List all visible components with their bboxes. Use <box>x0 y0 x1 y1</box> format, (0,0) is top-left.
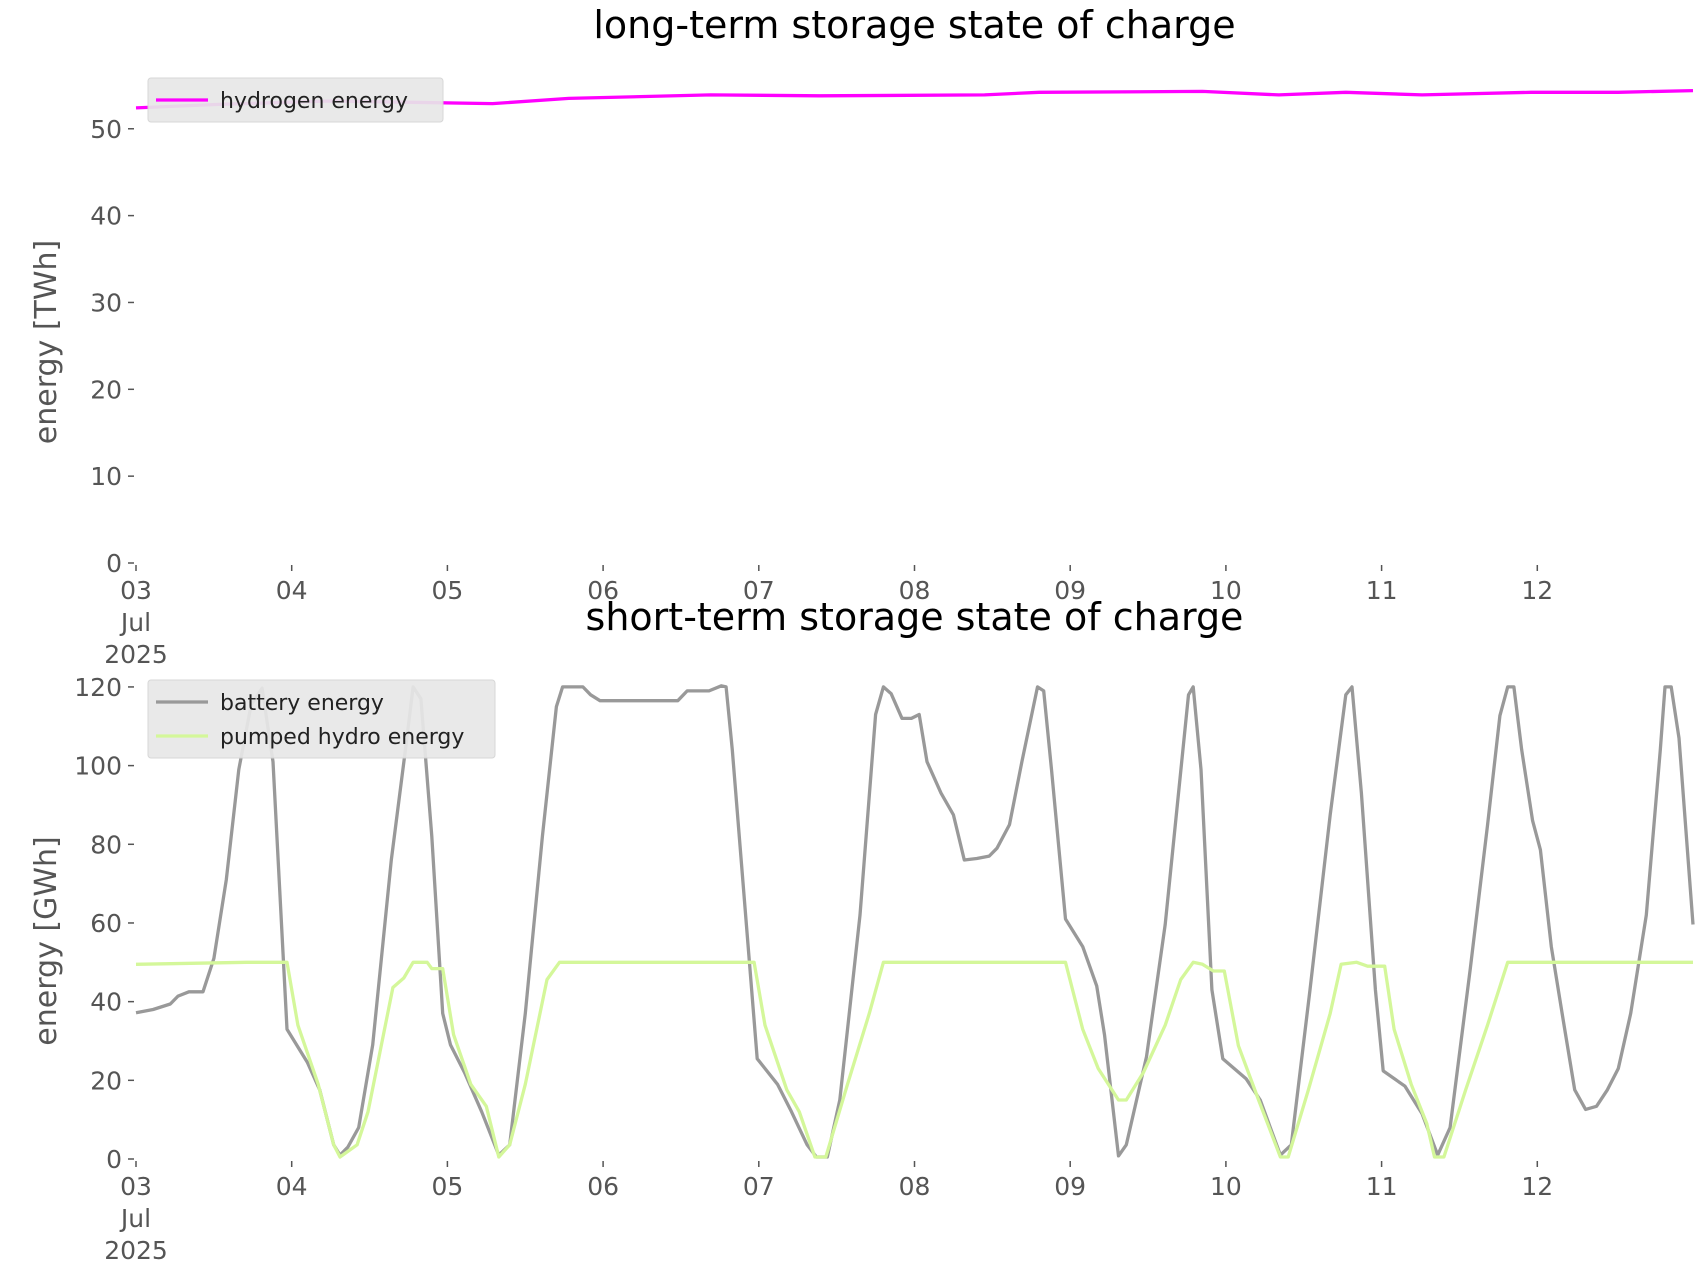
x-tick-label: 12 <box>1521 1172 1553 1201</box>
y-tick-label: 30 <box>90 288 122 317</box>
x-tick-label: 07 <box>743 1172 775 1201</box>
y-tick-label: 20 <box>90 1066 122 1095</box>
series-line <box>135 960 1693 1159</box>
y-axis-label: energy [TWh] <box>29 240 64 444</box>
x-tick-label: 06 <box>587 1172 619 1201</box>
legend-label: hydrogen energy <box>220 89 408 114</box>
x-tick-label: 04 <box>276 1172 308 1201</box>
x-tick-label: 10 <box>1210 1172 1242 1201</box>
y-tick-label: 50 <box>90 115 122 144</box>
legend-label: pumped hydro energy <box>220 725 464 750</box>
legend-label: battery energy <box>220 691 384 716</box>
y-tick-label: 100 <box>74 752 122 781</box>
chart-title: short-term storage state of charge <box>586 595 1244 639</box>
x-tick-label: 09 <box>1054 576 1086 605</box>
x-tick-label: 08 <box>899 1172 931 1201</box>
y-tick-label: 40 <box>90 202 122 231</box>
y-tick-label: 120 <box>74 673 122 702</box>
x-tick-label: 11 <box>1366 576 1398 605</box>
x-tick-label: 03 Jul 2025 <box>104 576 168 669</box>
x-tick-label: 06 <box>587 576 619 605</box>
y-tick-label: 40 <box>90 988 122 1017</box>
legend-box <box>147 77 444 123</box>
y-tick-label: 80 <box>90 830 122 859</box>
y-tick-label: 20 <box>90 375 122 404</box>
x-tick-label: 03 Jul 2025 <box>104 1172 168 1265</box>
y-tick-label: 10 <box>90 462 122 491</box>
y-tick-label: 60 <box>90 909 122 938</box>
x-tick-label: 07 <box>743 576 775 605</box>
x-tick-label: 11 <box>1366 1172 1398 1201</box>
x-tick-label: 05 <box>431 1172 463 1201</box>
x-tick-label: 04 <box>276 576 308 605</box>
x-tick-label: 08 <box>899 576 931 605</box>
y-tick-label: 0 <box>106 1145 122 1174</box>
y-axis-label: energy [GWh] <box>29 836 64 1045</box>
x-tick-label: 09 <box>1054 1172 1086 1201</box>
legend-box <box>147 679 496 759</box>
x-tick-label: 12 <box>1521 576 1553 605</box>
chart-title: long-term storage state of charge <box>593 3 1235 47</box>
y-tick-label: 0 <box>106 549 122 578</box>
series-line <box>135 684 1695 1159</box>
x-tick-label: 05 <box>431 576 463 605</box>
x-tick-label: 10 <box>1210 576 1242 605</box>
